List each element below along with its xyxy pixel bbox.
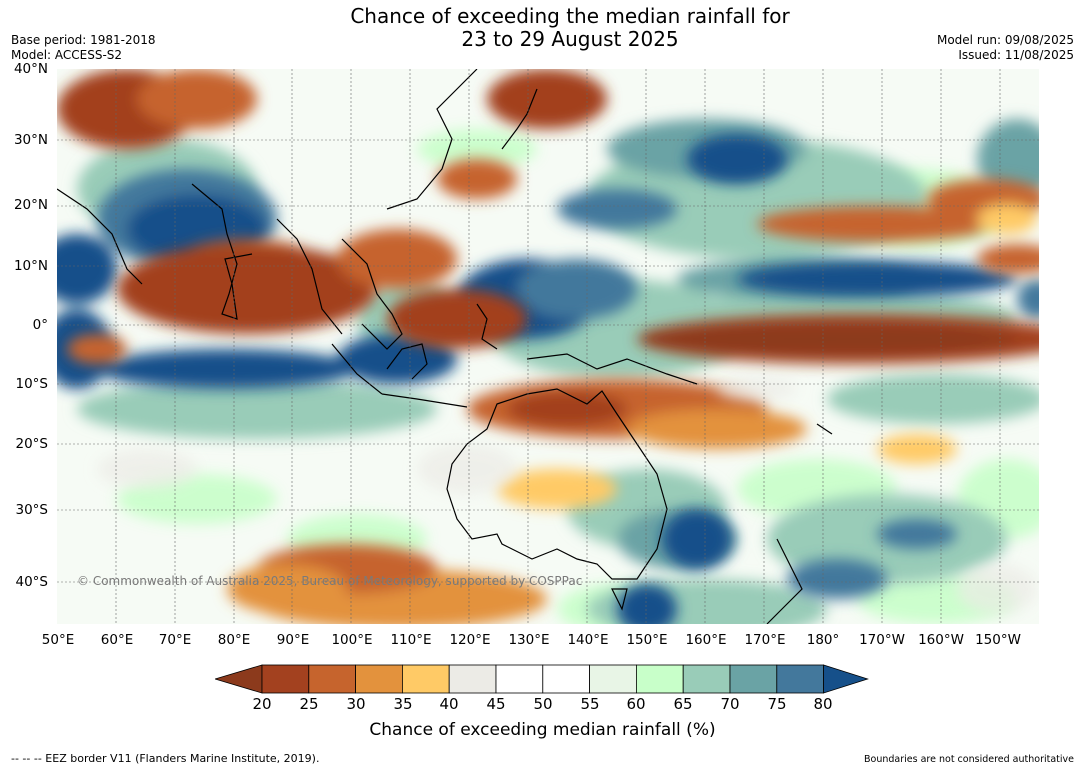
colorbar-cells: [215, 664, 869, 694]
meta-left: Base period: 1981-2018 Model: ACCESS-S2: [11, 33, 156, 63]
colorbar-cell-7: [589, 664, 637, 694]
field-brown: [57, 69, 1039, 624]
colorbar-tick-40: 40: [439, 695, 459, 713]
lon-label-60e: 60°E: [100, 632, 134, 648]
lat-label-40n: 40°N: [13, 61, 48, 77]
coast-new-guinea: [526, 353, 698, 385]
eez-legend-note: -- -- -- EEZ border V11 (Flanders Marine…: [11, 752, 320, 765]
lon-label-120e: 120°E: [449, 632, 491, 648]
lon-label-80e: 80°E: [217, 632, 251, 648]
colorbar-cell-0: [261, 664, 310, 694]
colorbar-tick-55: 55: [580, 695, 600, 713]
lon-label-90e: 90°E: [276, 632, 310, 648]
map-title-line-1: Chance of exceeding the median rainfall …: [350, 4, 790, 28]
model-text: Model: ACCESS-S2: [11, 48, 123, 62]
colorbar-extend-low: [215, 664, 263, 694]
colorbar-tick-20: 20: [252, 695, 272, 713]
colorbar-cell-2: [355, 664, 403, 694]
colorbar-cell-5: [495, 664, 544, 694]
lon-label-70e: 70°E: [158, 632, 192, 648]
colorbar-cell-3: [401, 664, 450, 694]
copyright-watermark: © Commonwealth of Australia 2025, Bureau…: [77, 574, 583, 588]
colorbar-tick-60: 60: [626, 695, 646, 713]
graticule: [57, 69, 1039, 624]
lat-label-20s: 20°S: [15, 436, 49, 452]
coast-korea: [501, 88, 538, 150]
coast-java: [381, 393, 468, 408]
lat-label-10n: 10°N: [13, 258, 48, 274]
lat-label-10s: 10°S: [15, 376, 49, 392]
lon-label-160e: 160°E: [685, 632, 727, 648]
colorbar-cell-9: [682, 664, 731, 694]
map-title-line-2: 23 to 29 August 2025: [461, 27, 679, 51]
lat-label-20n: 20°N: [13, 197, 48, 213]
coast-arabia: [57, 188, 143, 285]
colorbar-cell-11: [776, 664, 824, 694]
colorbar-tick-80: 80: [813, 695, 833, 713]
colorbar-cell-1: [308, 664, 357, 694]
colorbar-tick-25: 25: [299, 695, 319, 713]
coast-myanmar: [276, 218, 343, 335]
coast-fiji: [816, 423, 833, 435]
lon-label-100e: 100°E: [331, 632, 373, 648]
model-run-text: Model run: 09/08/2025: [936, 33, 1074, 47]
lat-label-30s: 30°S: [15, 502, 49, 518]
meta-right: Model run: 09/08/2025 Issued: 11/08/2025: [937, 33, 1074, 63]
colorbar-tick-75: 75: [767, 695, 787, 713]
coast-sumatra: [331, 343, 383, 395]
coast-tasmania: [611, 588, 628, 611]
field-grey: [97, 377, 1037, 614]
colorbar-tick-30: 30: [346, 695, 366, 713]
colorbar-tick-65: 65: [673, 695, 693, 713]
colorbar-cell-8: [635, 664, 684, 694]
lat-label-0: 0°: [32, 317, 48, 333]
lon-label-170e: 170°E: [744, 632, 786, 648]
coastlines: [57, 69, 833, 624]
coast-china: [386, 69, 478, 210]
boundaries-disclaimer: Boundaries are not considered authoritat…: [864, 754, 1074, 765]
lon-label-50e: 50°E: [41, 632, 75, 648]
colorbar-tick-50: 50: [533, 695, 553, 713]
issued-text: Issued: 11/08/2025: [958, 48, 1074, 62]
lon-label-110e: 110°E: [390, 632, 432, 648]
coast-indochina: [341, 238, 403, 350]
rainfall-map: [57, 69, 1039, 624]
lon-label-180: 180°: [806, 632, 840, 648]
lon-label-150e: 150°E: [626, 632, 668, 648]
colorbar-cell-6: [542, 664, 590, 694]
coast-new-zealand: [766, 538, 803, 624]
coast-philippines: [476, 303, 498, 350]
coast-borneo: [386, 343, 428, 380]
colorbar-label: Chance of exceeding median rainfall (%): [369, 720, 716, 740]
colorbar-extend-high: [823, 664, 869, 694]
lon-label-140e: 140°E: [567, 632, 609, 648]
lon-label-160w: 160°W: [918, 632, 964, 648]
lat-label-40s: 40°S: [15, 574, 49, 590]
colorbar-cell-10: [729, 664, 778, 694]
lon-label-170w: 170°W: [859, 632, 905, 648]
base-period-text: Base period: 1981-2018: [11, 33, 156, 47]
lon-label-130e: 130°E: [508, 632, 550, 648]
colorbar-cell-4: [448, 664, 497, 694]
coast-india: [191, 183, 253, 320]
colorbar: [215, 664, 869, 694]
colorbar-tick-35: 35: [393, 695, 413, 713]
colorbar-tick-70: 70: [720, 695, 740, 713]
coast-australia: [446, 388, 668, 580]
lon-label-150w: 150°W: [975, 632, 1021, 648]
colorbar-tick-45: 45: [486, 695, 506, 713]
lat-label-30n: 30°N: [13, 132, 48, 148]
